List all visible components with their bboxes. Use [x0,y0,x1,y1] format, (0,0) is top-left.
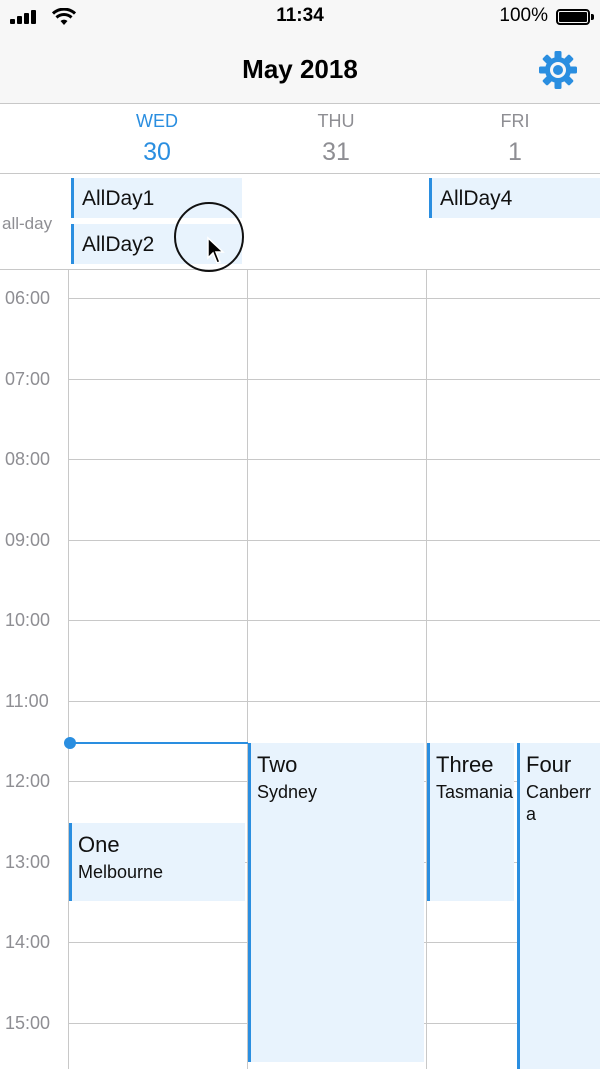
hour-label: 09:00 [5,530,51,550]
time-grid[interactable]: 06:00 07:00 08:00 09:00 10:00 11:00 12:0… [0,270,600,1069]
battery-icon [556,9,590,25]
hour-label: 06:00 [5,288,51,308]
event-block[interactable]: Three Tasmania [427,743,514,901]
hour-label: 14:00 [5,932,51,952]
event-location: Melbourne [78,862,164,882]
status-time: 11:34 [276,5,324,26]
hour-gridline [68,459,600,460]
day-name: WED [136,111,178,131]
event-title: Four [526,752,572,777]
hour-label: 10:00 [5,610,51,630]
column-divider [247,270,248,1069]
cellular-signal-icon [10,10,38,24]
day-name: FRI [500,111,530,131]
event-location: Sydney [257,782,318,802]
navigation-bar: May 2018 [0,34,600,104]
event-location: Tasmania [436,782,514,802]
hour-gridline [68,379,600,380]
hour-gridline [68,701,600,702]
gear-icon[interactable] [538,50,578,90]
current-time-line [68,742,248,744]
all-day-section: all-day AllDay1 AllDay2 AllDay4 [0,174,600,270]
status-bar: 11:34 100% [0,0,600,34]
hour-label: 12:00 [5,771,51,791]
event-title: Two [257,752,298,777]
hour-gridline [68,298,600,299]
column-divider [68,270,69,1069]
current-time-dot [64,737,76,749]
wifi-icon [52,8,76,25]
day-number: 30 [143,138,171,166]
day-column-header-fri[interactable]: FRI 1 [426,104,600,167]
hour-label: 07:00 [5,369,51,389]
hour-gridline [68,620,600,621]
page-title: May 2018 [242,54,358,84]
day-header: WED 30 THU 31 FRI 1 [0,104,600,174]
hour-label: 15:00 [5,1013,51,1033]
event-title: One [78,832,120,857]
event-block[interactable]: One Melbourne [69,823,245,901]
event-title: Three [436,752,494,777]
hour-label: 13:00 [5,852,51,872]
hour-label: 11:00 [5,691,49,711]
battery-tip [591,14,594,20]
battery-percentage: 100% [499,5,548,26]
touch-indicator [174,202,244,272]
day-column-header-wed[interactable]: WED 30 [68,104,246,167]
event-block[interactable]: Four Canberra [517,743,600,1069]
day-number: 1 [508,138,522,166]
day-column-header-thu[interactable]: THU 31 [247,104,425,167]
day-number: 31 [322,138,350,166]
hour-label: 08:00 [5,449,51,469]
mouse-pointer-icon [207,236,225,264]
hour-gridline [68,540,600,541]
event-location: Canberra [526,782,592,824]
day-name: THU [317,111,355,131]
all-day-label: all-day [2,214,53,233]
column-divider [426,270,427,1069]
event-block[interactable]: Two Sydney [248,743,424,1062]
all-day-event[interactable]: AllDay4 [429,178,600,218]
